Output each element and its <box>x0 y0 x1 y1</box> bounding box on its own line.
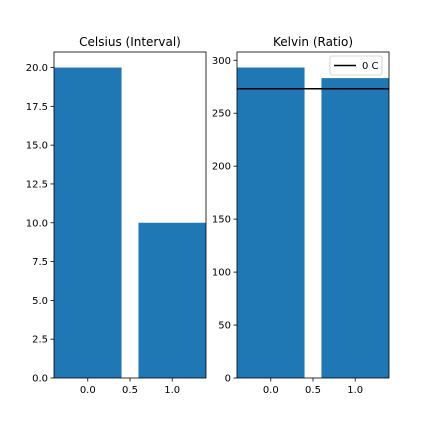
y-tick-label: 15.0 <box>26 141 48 152</box>
bar-1 <box>138 222 206 378</box>
y-tick-label: 2.5 <box>32 335 48 346</box>
kelvin-axes-frame <box>236 51 390 379</box>
y-tick-label: 200 <box>212 162 231 173</box>
legend-label: 0 C <box>362 61 379 72</box>
y-tick-label: 20.0 <box>26 63 48 74</box>
celsius-panel: Celsius (Interval) 0.0 2.5 5.0 7.5 10.0 12.5 1… <box>26 35 207 396</box>
celsius-axes-frame <box>53 51 207 379</box>
x-tick-label: 0.5 <box>305 385 321 396</box>
y-tick-label: 0.0 <box>32 374 48 385</box>
y-tick-label: 17.5 <box>26 102 48 113</box>
y-tick-label: 100 <box>212 268 231 279</box>
kelvin-panel: Kelvin (Ratio) 0 50 100 150 200 250 300 0.0 0.5 1… <box>212 35 390 396</box>
kelvin-bars <box>237 67 389 379</box>
y-tick-label: 300 <box>212 56 231 67</box>
kelvin-title: Kelvin (Ratio) <box>273 35 353 49</box>
y-tick-label: 50 <box>218 321 231 332</box>
bar-0 <box>54 67 122 379</box>
x-tick-label: 0.0 <box>263 385 279 396</box>
x-tick-label: 1.0 <box>347 385 363 396</box>
y-tick-label: 150 <box>212 215 231 226</box>
x-tick-label: 0.0 <box>80 385 96 396</box>
kelvin-axes: 0 50 100 150 200 250 300 0.0 0.5 1.0 <box>212 56 363 396</box>
bar-0 <box>237 67 305 379</box>
y-tick-label: 10.0 <box>26 218 48 229</box>
x-tick-label: 0.5 <box>122 385 138 396</box>
y-tick-label: 12.5 <box>26 179 48 190</box>
celsius-bars <box>54 67 206 379</box>
y-tick-label: 250 <box>212 109 231 120</box>
x-tick-label: 1.0 <box>164 385 180 396</box>
y-tick-label: 0 <box>225 374 231 385</box>
kelvin-legend: 0 C <box>329 55 383 76</box>
celsius-axes: 0.0 2.5 5.0 7.5 10.0 12.5 15.0 17.5 20.0 0.0 0.5 1.… <box>26 63 180 396</box>
y-tick-label: 5.0 <box>32 296 48 307</box>
celsius-title: Celsius (Interval) <box>79 35 181 49</box>
y-tick-label: 7.5 <box>32 257 48 268</box>
bar-1 <box>321 78 389 378</box>
